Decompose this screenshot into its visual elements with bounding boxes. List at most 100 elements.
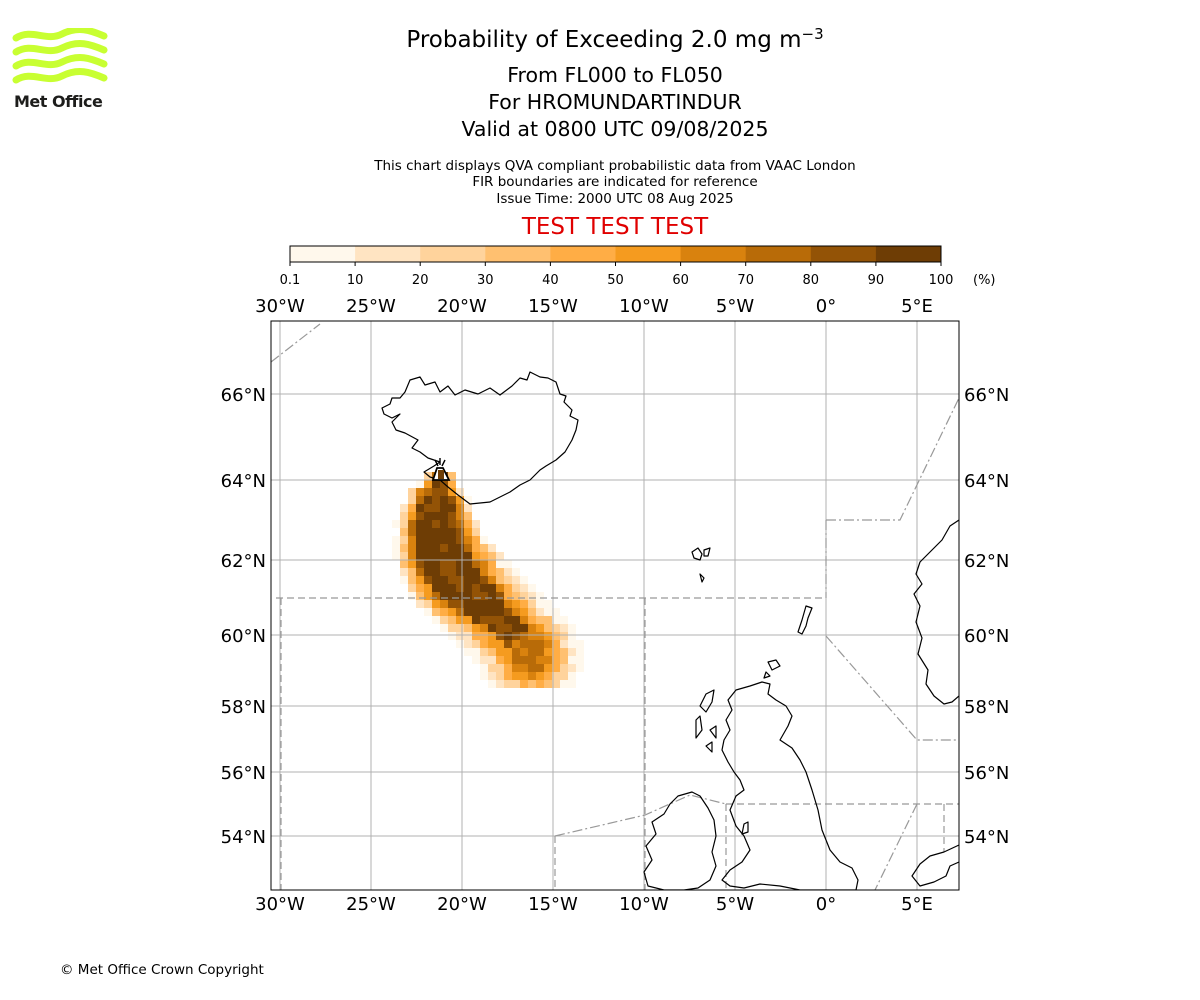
- ash-cell: [536, 632, 544, 640]
- ash-cell: [424, 576, 432, 584]
- ash-cell: [472, 552, 480, 560]
- ash-cell: [472, 608, 480, 616]
- ash-cell: [568, 680, 576, 688]
- gridlines: [271, 321, 959, 890]
- ash-cell: [416, 560, 424, 568]
- colorbar-segment: [290, 246, 356, 262]
- ash-cell: [456, 512, 464, 520]
- ash-cell: [448, 632, 456, 640]
- ash-cell: [424, 520, 432, 528]
- ash-cell: [400, 528, 408, 536]
- shetland-islands: [797, 605, 813, 635]
- ash-cell: [528, 672, 536, 680]
- ash-cell: [416, 512, 424, 520]
- ash-cell: [488, 552, 496, 560]
- ash-cell: [432, 480, 440, 488]
- ash-cell: [440, 544, 448, 552]
- ash-cell: [424, 512, 432, 520]
- ash-cell: [432, 512, 440, 520]
- ash-cell: [528, 608, 536, 616]
- latitude-label: 56°N: [221, 763, 266, 784]
- ash-cell: [480, 664, 488, 672]
- ash-cell: [528, 664, 536, 672]
- ash-cell: [416, 528, 424, 536]
- ash-cell: [440, 600, 448, 608]
- ash-cell: [440, 528, 448, 536]
- ash-cell: [416, 544, 424, 552]
- ash-cell: [488, 648, 496, 656]
- ash-cell: [576, 648, 584, 656]
- ash-cell: [480, 648, 488, 656]
- ash-cell: [440, 520, 448, 528]
- ash-cell: [488, 632, 496, 640]
- ash-cell: [544, 600, 552, 608]
- longitude-label: 5°W: [716, 296, 754, 317]
- latitude-label: 54°N: [221, 827, 266, 848]
- ash-cell: [480, 536, 488, 544]
- ash-cell: [504, 616, 512, 624]
- ash-cell: [512, 576, 520, 584]
- ash-cell: [512, 616, 520, 624]
- longitude-label: 30°W: [255, 296, 305, 317]
- longitude-label: 10°W: [619, 296, 669, 317]
- ash-cell: [528, 632, 536, 640]
- ash-cell: [560, 656, 568, 664]
- ash-cell: [464, 544, 472, 552]
- ash-cell: [488, 608, 496, 616]
- ash-cell: [432, 600, 440, 608]
- ash-cell: [560, 624, 568, 632]
- longitude-label: 0°: [816, 296, 836, 317]
- ash-cell: [432, 560, 440, 568]
- ash-cell: [544, 648, 552, 656]
- longitude-label: 0°: [816, 894, 836, 915]
- ash-cell: [528, 616, 536, 624]
- ash-cell: [448, 544, 456, 552]
- ash-cell: [448, 624, 456, 632]
- ash-cell: [568, 656, 576, 664]
- ash-cell: [416, 488, 424, 496]
- colorbar-tick-label: 0.1: [280, 273, 301, 288]
- ash-cell: [544, 608, 552, 616]
- ash-cell: [440, 504, 448, 512]
- ash-cell: [536, 640, 544, 648]
- ash-cell: [480, 568, 488, 576]
- ash-cell: [488, 616, 496, 624]
- ash-cell: [408, 576, 416, 584]
- coastlines: [381, 371, 959, 890]
- ash-cell: [512, 640, 520, 648]
- ash-cell: [520, 600, 528, 608]
- colorbar-segment: [680, 246, 747, 262]
- ash-cell: [520, 592, 528, 600]
- colorbar-segment: [745, 246, 812, 262]
- colorbar-tick-label: 40: [542, 273, 559, 288]
- ash-cell: [480, 584, 488, 592]
- ash-cell: [528, 624, 536, 632]
- ash-cell: [576, 656, 584, 664]
- ash-cell: [448, 576, 456, 584]
- subtitle-volcano: For HROMUNDARTINDUR: [488, 90, 742, 114]
- iceland-coast: [381, 371, 579, 505]
- ash-cell: [512, 608, 520, 616]
- ash-cell: [456, 640, 464, 648]
- ash-cell: [488, 568, 496, 576]
- ash-cell: [448, 584, 456, 592]
- ash-cell: [424, 496, 432, 504]
- test-banner: TEST TEST TEST: [521, 214, 709, 240]
- ash-cell: [472, 624, 480, 632]
- ash-cell: [496, 600, 504, 608]
- info-line-2: FIR boundaries are indicated for referen…: [472, 174, 758, 190]
- ash-cell: [536, 592, 544, 600]
- ash-cell: [424, 480, 432, 488]
- ash-cell: [408, 584, 416, 592]
- ash-cell: [536, 648, 544, 656]
- ash-cell: [400, 552, 408, 560]
- ash-cell: [528, 592, 536, 600]
- colorbar-segment: [485, 246, 551, 262]
- ash-cell: [536, 600, 544, 608]
- latitude-label: 58°N: [221, 697, 266, 718]
- latitude-label: 60°N: [964, 626, 1009, 647]
- ash-cell: [520, 672, 528, 680]
- colorbar-segment: [615, 246, 682, 262]
- ash-cell: [392, 552, 400, 560]
- ash-cell: [496, 560, 504, 568]
